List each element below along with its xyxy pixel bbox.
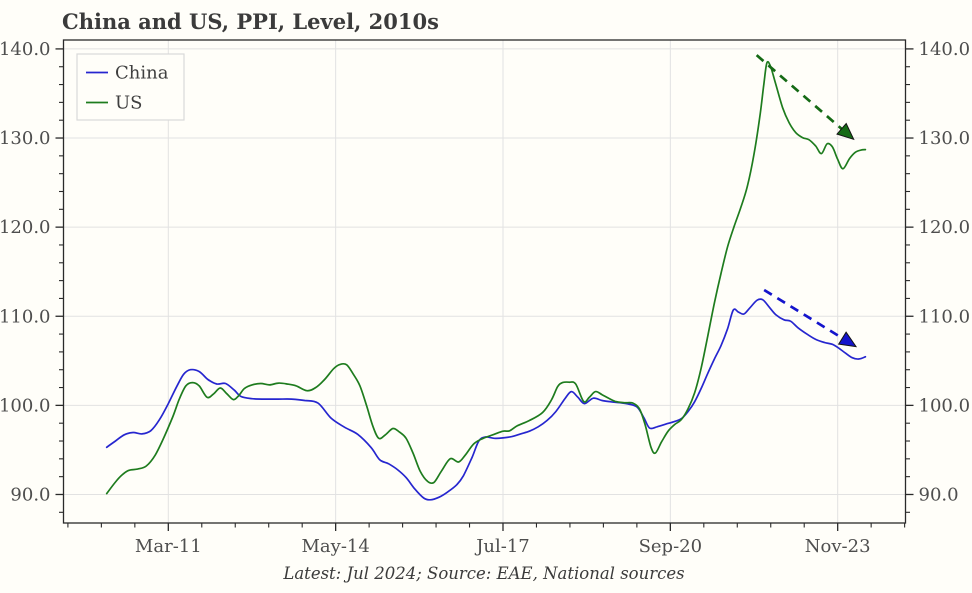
china-series-line: [105, 298, 867, 501]
y-tick-label-left: 140.0: [0, 39, 51, 60]
legend-label-us: US: [115, 93, 143, 114]
y-tick-label-left: 100.0: [0, 395, 51, 416]
x-tick-label: Sep-20: [639, 536, 703, 557]
y-tick-label-left: 120.0: [0, 217, 51, 238]
series-lines: [105, 60, 867, 501]
us-trend-arrowhead: [836, 122, 855, 141]
gridlines: [63, 40, 906, 523]
trend-arrows: [755, 54, 858, 348]
y-tick-label-right: 130.0: [919, 128, 971, 149]
x-tick-label: Nov-23: [805, 536, 871, 557]
us-series-line: [105, 60, 867, 495]
china-trend-arrowhead: [837, 331, 858, 348]
y-tick-label-right: 110.0: [919, 306, 971, 327]
y-tick-label-right: 140.0: [919, 39, 971, 60]
chart-caption: Latest: Jul 2024; Source: EAE, National …: [282, 564, 684, 583]
plot-border: [62, 39, 907, 524]
x-tick-label: Jul-17: [474, 536, 530, 557]
legend-label-china: China: [115, 63, 169, 84]
x-tick-label: Mar-11: [135, 536, 202, 557]
y-tick-label-right: 100.0: [919, 395, 971, 416]
chart-title: China and US, PPI, Level, 2010s: [62, 9, 439, 34]
axes: 90.0 90.0 100.0 100.0 110.0 110.0 120.0 120.0 13…: [0, 39, 970, 557]
us-trend-arrow-shaft: [755, 54, 844, 132]
legend-box: [76, 53, 185, 121]
x-tick-label: May-14: [301, 536, 369, 557]
legend: China US: [76, 53, 185, 121]
y-tick-label-right: 120.0: [919, 217, 971, 238]
y-tick-label-left: 110.0: [0, 306, 51, 327]
y-tick-label-left: 130.0: [0, 128, 51, 149]
china-trend-arrow-shaft: [763, 288, 845, 341]
y-tick-label-right: 90.0: [919, 484, 959, 505]
y-tick-label-left: 90.0: [10, 484, 50, 505]
